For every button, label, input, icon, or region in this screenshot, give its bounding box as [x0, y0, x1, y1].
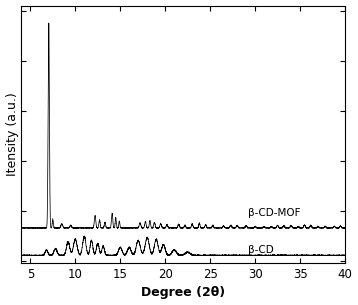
Y-axis label: Itensity (a.u.): Itensity (a.u.) — [6, 92, 19, 176]
Text: β-CD: β-CD — [248, 245, 274, 255]
Text: β-CD-MOF: β-CD-MOF — [248, 207, 300, 217]
X-axis label: Degree (2θ): Degree (2θ) — [141, 286, 225, 300]
